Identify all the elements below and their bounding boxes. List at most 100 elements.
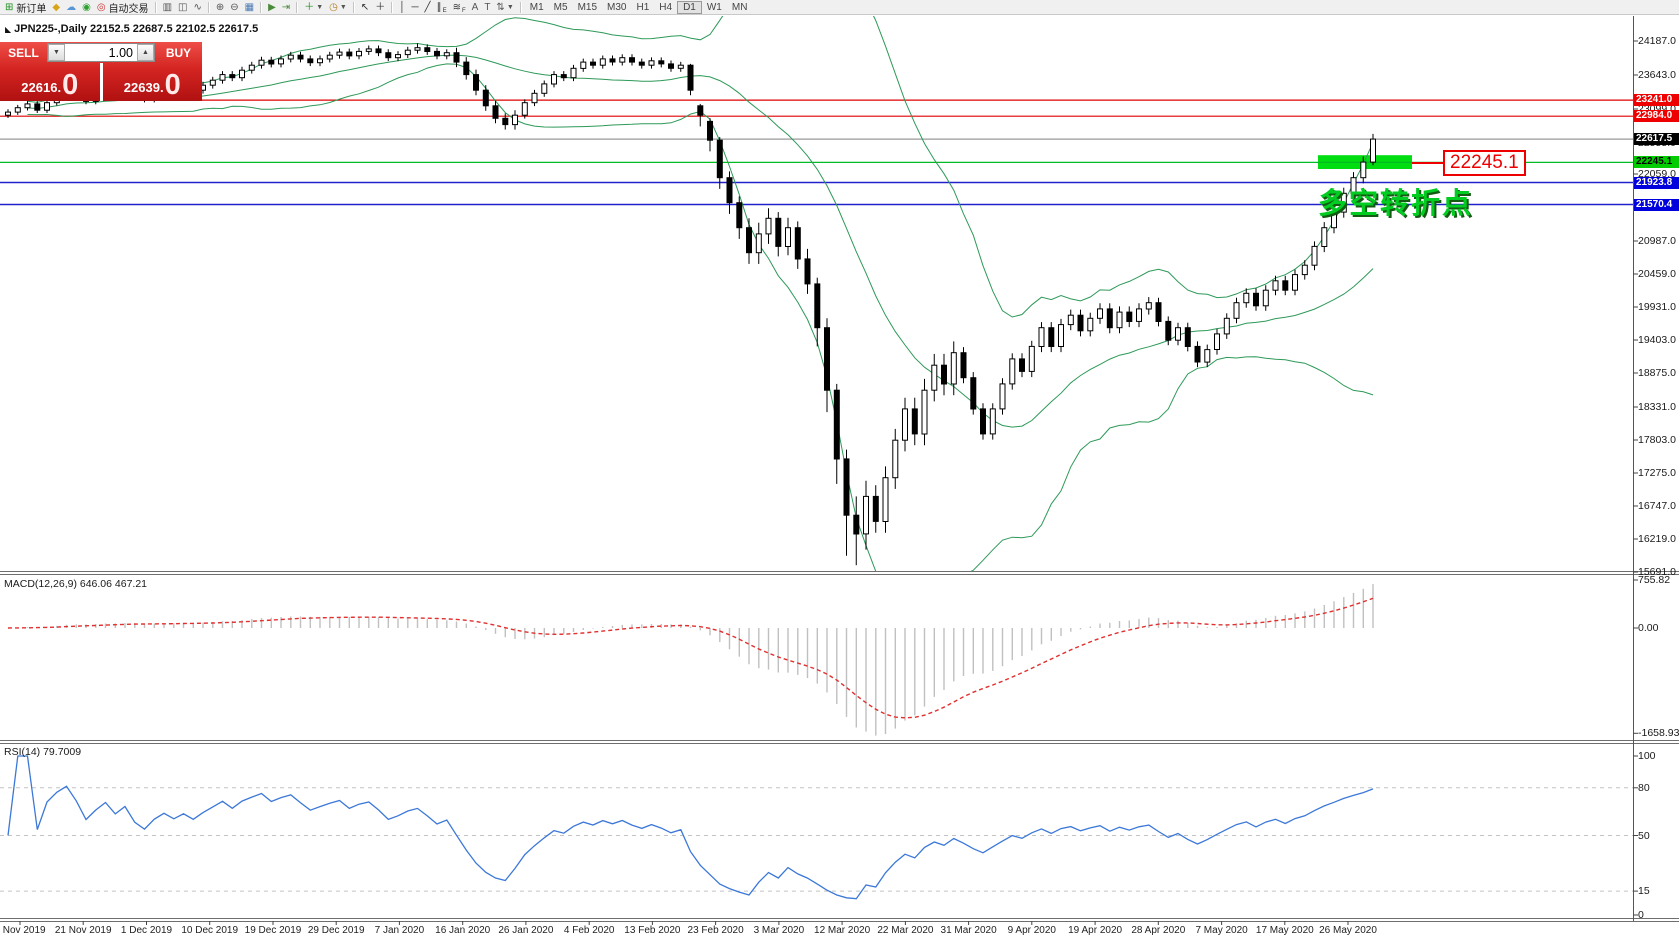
zoom-out-button[interactable]: ⊖ [227, 1, 241, 14]
price-axis-tick: 17803.0 [1638, 434, 1676, 446]
date-axis-label: 2 Nov 2019 [0, 925, 46, 936]
one-click-trading-panel: SELL ▼ ▲ BUY 22616. 0 22639. 0 [0, 42, 202, 101]
rsi-axis-tick: 0 [1638, 909, 1644, 921]
crosshair-button[interactable]: ＋ [372, 1, 388, 14]
date-axis-label: 12 Mar 2020 [814, 925, 871, 936]
channel-button[interactable]: ∥ E [436, 1, 447, 14]
date-axis-label: 7 May 2020 [1195, 925, 1248, 936]
date-axis-label: 3 Mar 2020 [753, 925, 805, 936]
volume-increase-button[interactable]: ▲ [137, 44, 154, 61]
timeframe-m15-button[interactable]: M15 [577, 1, 598, 13]
toolbar-separator [154, 1, 157, 13]
line-chart-icon: ∿ [193, 1, 202, 13]
buy-button[interactable]: BUY [165, 45, 192, 60]
buy-price-main: 22639. [123, 80, 164, 95]
timeframe-m1-button[interactable]: M1 [529, 1, 544, 13]
timeframe-h4-button[interactable]: H4 [659, 1, 673, 13]
date-axis-label: 1 Dec 2019 [120, 925, 173, 936]
hline-icon: ─ [411, 1, 419, 13]
autotrade-button[interactable]: ◎ 自动交易 [96, 1, 149, 15]
price-axis-tick: 16747.0 [1638, 500, 1676, 512]
timeframe-m30-button[interactable]: M30 [607, 1, 627, 13]
candle-chart-icon: ◫ [178, 1, 188, 13]
vline-icon: │ [399, 1, 406, 13]
cloud-icon-icon: ☁ [66, 1, 77, 13]
gold-icon-icon: ◆ [52, 1, 61, 13]
date-axis-label: 22 Mar 2020 [877, 925, 934, 936]
chart-window: ◣ JPN225-,Daily 22152.5 22687.5 22102.5 2… [0, 16, 1679, 941]
main-toolbar: ⊞ 新订单 ◆ ☁ ◉ ◎ 自动交易 ▥ ◫ ∿ ⊕ ⊖ ▦ ▶ ⇥ ＋ ▼ ◷ ▼ ↖ ＋ │ ─ ╱ ∥ E ≋ F A T ⇅ ▼ M1 M… [0, 0, 1679, 15]
price-axis-tick: 19931.0 [1638, 301, 1676, 313]
price-callout-label: 22245.1 [1443, 150, 1526, 176]
chart-shift-button[interactable]: ⇥ [279, 1, 293, 14]
volume-decrease-button[interactable]: ▼ [48, 44, 65, 61]
signal-icon[interactable]: ◉ [79, 1, 94, 14]
shapes-button[interactable]: ⇅ ▼ [496, 1, 514, 13]
periods-button[interactable]: ◷ ▼ [329, 1, 347, 13]
date-axis-label: 31 Mar 2020 [940, 925, 997, 936]
timeframe-d1-button[interactable]: D1 [677, 0, 702, 14]
timeframe-w1-button[interactable]: W1 [706, 1, 722, 13]
cloud-icon[interactable]: ☁ [63, 1, 79, 14]
price-axis-tick: 20987.0 [1638, 235, 1676, 247]
buy-price-button[interactable]: 22639. 0 [103, 63, 203, 101]
buy-price-pip: 0 [164, 69, 181, 101]
price-axis-tick: 18331.0 [1638, 401, 1676, 413]
channel-icon: ∥ [436, 1, 442, 13]
rsi-axis-tick: 80 [1638, 781, 1650, 794]
price-axis-tick: 16219.0 [1638, 533, 1676, 545]
volume-box: ▼ ▲ [47, 43, 155, 62]
bar-chart-icon: ▥ [162, 1, 173, 13]
hline-button[interactable]: ─ [408, 1, 421, 14]
chart-canvas[interactable] [0, 16, 1679, 941]
candle-chart-button[interactable]: ◫ [175, 1, 190, 14]
indicators-button[interactable]: ＋ ▼ [304, 1, 324, 13]
zoom-in-button[interactable]: ⊕ [213, 1, 227, 14]
toolbar-separator [296, 1, 299, 13]
zoom-in-icon: ⊕ [215, 1, 225, 13]
sell-price-button[interactable]: 22616. 0 [0, 63, 100, 101]
date-axis-label: 21 Nov 2019 [54, 925, 112, 936]
timeframe-h1-button[interactable]: H1 [636, 1, 650, 13]
price-axis-tick: 19403.0 [1638, 334, 1676, 346]
timeframe-m5-button[interactable]: M5 [553, 1, 568, 13]
price-axis-tick: 20459.0 [1638, 268, 1676, 280]
sell-button[interactable]: SELL [8, 45, 39, 60]
date-axis-label: 7 Jan 2020 [374, 925, 425, 936]
sell-price-pip: 0 [62, 69, 79, 101]
date-axis-label: 26 Jan 2020 [498, 925, 554, 936]
toolbar-separator [391, 1, 394, 13]
date-axis-label: 16 Jan 2020 [435, 925, 491, 936]
line-chart-button[interactable]: ∿ [190, 1, 204, 14]
macd-axis-tick: 0.00 [1638, 622, 1659, 634]
price-badge: 23241.0 [1634, 94, 1679, 107]
cursor-button[interactable]: ↖ [358, 1, 372, 14]
price-axis-tick: 24187.0 [1638, 35, 1676, 47]
timeframe-mn-button[interactable]: MN [731, 1, 748, 13]
trendline-button[interactable]: ╱ [422, 1, 434, 14]
toolbar-separator [260, 1, 263, 13]
label-icon: T [484, 1, 491, 13]
label-button[interactable]: T [481, 1, 493, 14]
sell-price-main: 22616. [21, 80, 62, 95]
price-callout-connector [1412, 162, 1443, 164]
auto-scroll-button[interactable]: ▶ [265, 1, 279, 14]
vline-button[interactable]: │ [396, 1, 408, 14]
volume-input[interactable] [65, 45, 137, 60]
cursor-icon: ↖ [360, 1, 370, 13]
bar-chart-button[interactable]: ▥ [160, 1, 175, 14]
signal-icon-icon: ◉ [82, 1, 91, 13]
rsi-axis-tick: 100 [1638, 750, 1656, 762]
text-button[interactable]: A [469, 1, 482, 14]
gold-icon[interactable]: ◆ [49, 1, 63, 14]
new-order-icon: ⊞ [5, 1, 14, 13]
price-axis-tick: 15691.0 [1638, 566, 1676, 578]
new-order-button[interactable]: ⊞ 新订单 [5, 1, 47, 15]
turning-point-annotation: 多空转折点 [1318, 188, 1474, 220]
autotrade-icon: ◎ [96, 1, 106, 13]
indicators-icon: ＋ [304, 1, 315, 13]
tile-windows-button[interactable]: ▦ [242, 1, 257, 14]
price-badge: 22617.5 [1634, 133, 1679, 146]
fibonacci-button[interactable]: ≋ F [452, 1, 466, 14]
